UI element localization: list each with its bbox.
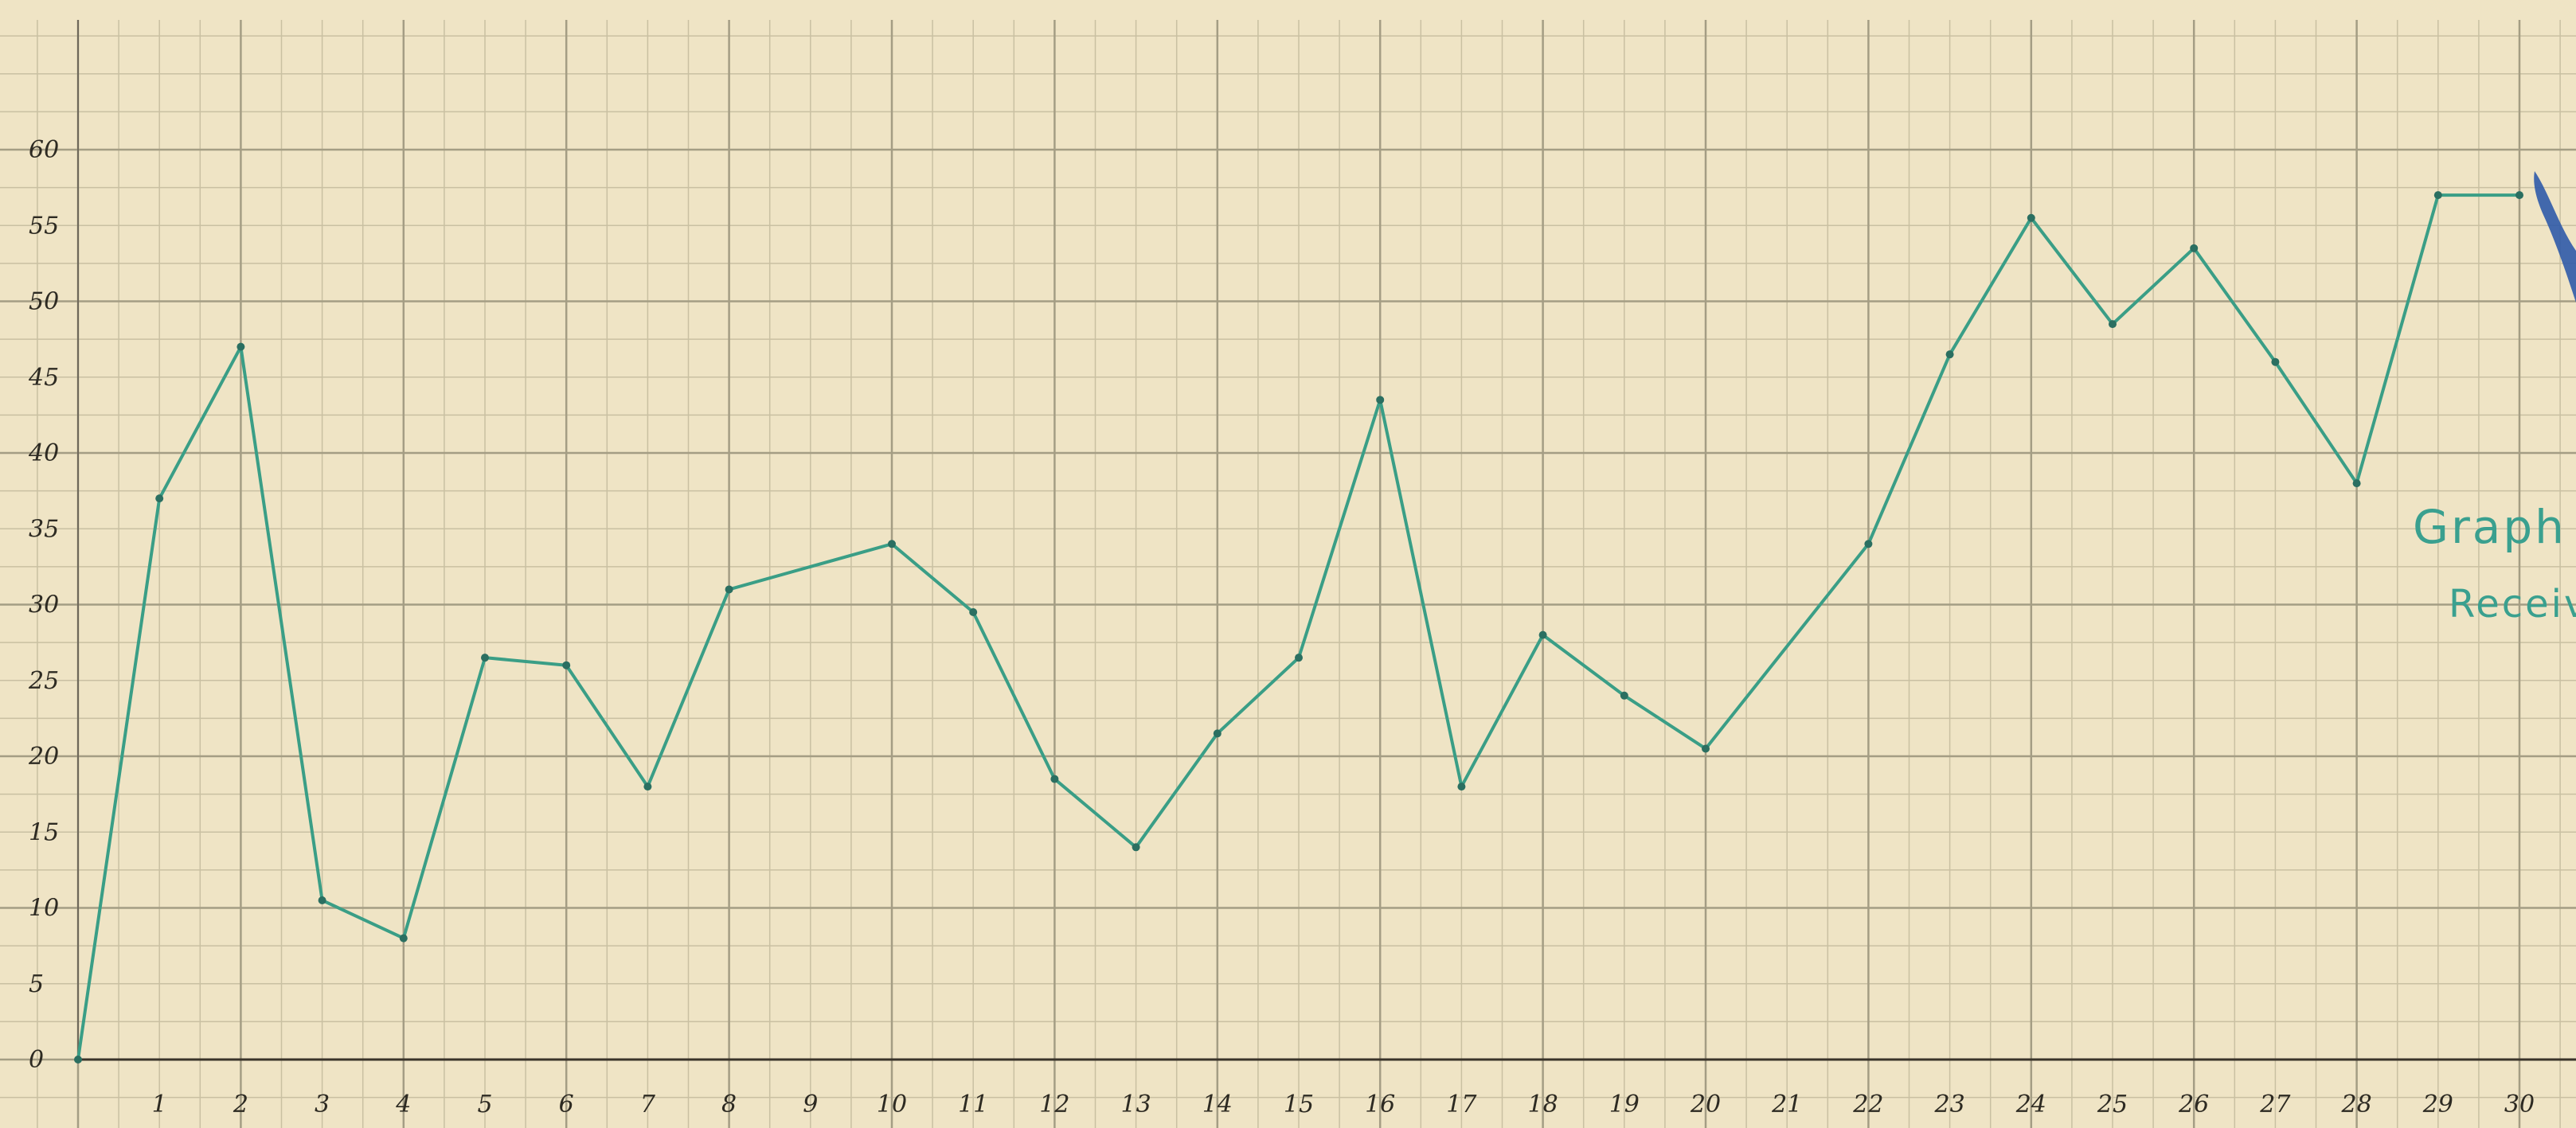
x-tick-label: 19: [1609, 1091, 1640, 1118]
y-tick-labels: 0 5 10 15 20 25 30 35 40 45 50 55 60: [28, 136, 59, 1074]
x-tick-label: 9: [803, 1091, 818, 1118]
x-tick-label: 28: [2341, 1091, 2372, 1118]
x-tick-label: 14: [1202, 1091, 1233, 1118]
data-point: [2027, 213, 2035, 222]
x-tick-label: 22: [1852, 1091, 1883, 1118]
x-tick-label: 11: [958, 1091, 988, 1118]
data-point: [1376, 396, 1385, 404]
y-tick-label: 0: [29, 1046, 44, 1074]
data-point: [1620, 691, 1628, 700]
x-tick-label: 29: [2422, 1091, 2453, 1118]
data-point: [318, 896, 326, 904]
x-tick-label: 1: [152, 1091, 167, 1118]
data-point: [562, 661, 571, 669]
data-point: [74, 1056, 82, 1064]
data-point: [1864, 540, 1873, 548]
data-point: [1538, 630, 1547, 639]
data-point: [236, 342, 245, 351]
x-tick-label: 16: [1365, 1091, 1395, 1118]
data-point: [969, 608, 978, 617]
x-tick-label: 20: [1690, 1091, 1721, 1118]
x-tick-label: 21: [1771, 1091, 1802, 1118]
data-point: [2271, 357, 2280, 366]
y-tick-label: 55: [29, 212, 59, 240]
y-tick-label: 15: [29, 818, 59, 846]
data-point: [2190, 244, 2199, 252]
ink-blot-mark: [2534, 171, 2576, 302]
x-tick-label: 4: [395, 1091, 411, 1118]
x-tick-label: 12: [1039, 1091, 1069, 1118]
data-point: [2433, 191, 2442, 200]
x-tick-label: 13: [1121, 1091, 1151, 1118]
series-points: [74, 191, 2523, 1064]
x-tick-label: 23: [1934, 1091, 1965, 1118]
x-tick-label: 25: [2097, 1091, 2128, 1118]
data-point: [155, 494, 164, 503]
y-tick-label: 30: [29, 591, 59, 619]
x-tick-label: 8: [721, 1091, 737, 1118]
x-tick-label: 7: [640, 1091, 656, 1118]
y-tick-label: 60: [29, 136, 59, 164]
y-tick-label: 35: [29, 515, 59, 543]
data-point: [399, 934, 408, 943]
data-point: [481, 654, 489, 662]
x-tick-labels: 1 2 3 4 5 6 7 8 9 10 11 12 13 14 15 16 17 18 19 20 21 22 23 24 2…: [152, 1091, 2535, 1118]
data-point: [2109, 320, 2117, 329]
x-tick-label: 18: [1528, 1091, 1558, 1118]
note-fragment-graph: Graph: [2413, 500, 2566, 554]
y-tick-label: 5: [29, 970, 44, 998]
x-tick-label: 5: [477, 1091, 492, 1118]
data-point: [1132, 843, 1140, 852]
data-point: [2352, 479, 2361, 488]
data-point: [1457, 783, 1466, 791]
y-tick-label: 25: [28, 667, 59, 695]
x-tick-label: 6: [559, 1091, 574, 1118]
x-tick-label: 17: [1446, 1091, 1477, 1118]
x-tick-label: 3: [315, 1091, 330, 1118]
data-point: [1050, 775, 1059, 783]
y-tick-label: 40: [28, 439, 59, 467]
data-point: [643, 783, 652, 791]
x-tick-label: 26: [2178, 1091, 2209, 1118]
y-tick-label: 45: [28, 364, 59, 392]
y-tick-label: 10: [29, 895, 59, 923]
data-point: [1945, 350, 1954, 359]
data-point: [1295, 654, 1303, 662]
x-tick-label: 27: [2259, 1091, 2291, 1118]
y-tick-label: 20: [28, 743, 59, 771]
data-point: [1213, 729, 1222, 738]
data-point: [1702, 744, 1710, 753]
x-tick-label: 24: [2015, 1091, 2046, 1118]
x-tick-label: 15: [1284, 1091, 1314, 1118]
note-fragment-receiv: Receiv: [2449, 582, 2576, 626]
data-point: [725, 585, 733, 594]
y-tick-label: 50: [29, 288, 59, 316]
x-tick-label: 10: [877, 1091, 907, 1118]
data-point: [888, 540, 896, 548]
data-point: [2515, 191, 2523, 200]
x-tick-label: 30: [2504, 1091, 2535, 1118]
x-tick-label: 2: [233, 1091, 248, 1118]
